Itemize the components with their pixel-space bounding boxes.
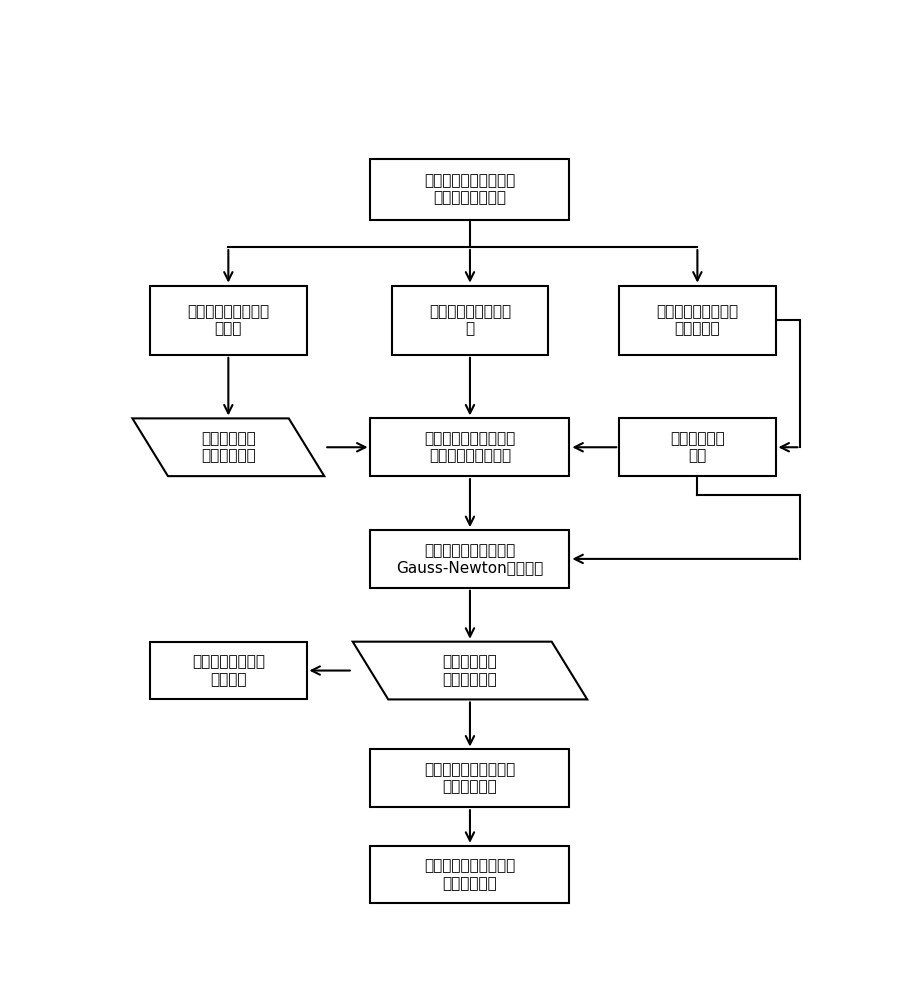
FancyBboxPatch shape — [370, 749, 569, 807]
Text: 利用激光跟踪仪测量机
身基准点位置坐标: 利用激光跟踪仪测量机 身基准点位置坐标 — [425, 173, 515, 206]
Text: 建立端面基准点匹配及
直线度匹配目标函数: 建立端面基准点匹配及 直线度匹配目标函数 — [425, 431, 515, 463]
FancyBboxPatch shape — [619, 418, 776, 476]
FancyBboxPatch shape — [370, 846, 569, 903]
Text: 调姿机身旋转
平移变换矩阵: 调姿机身旋转 平移变换矩阵 — [443, 654, 497, 687]
Polygon shape — [132, 418, 325, 476]
Polygon shape — [353, 642, 587, 699]
Text: 调姿系统运动控制实现
飞机机身对接: 调姿系统运动控制实现 飞机机身对接 — [425, 858, 515, 891]
Text: 调姿计算数学
模型: 调姿计算数学 模型 — [670, 431, 724, 463]
FancyBboxPatch shape — [150, 642, 306, 699]
FancyBboxPatch shape — [619, 286, 776, 355]
Text: 调姿机身旋转
平移变换矩阵: 调姿机身旋转 平移变换矩阵 — [201, 431, 256, 463]
Text: 固定机身段基准点位
置: 固定机身段基准点位 置 — [429, 304, 511, 336]
Text: 调姿机身段基准点初
始位置: 调姿机身段基准点初 始位置 — [187, 304, 270, 336]
Text: 调姿机身段定位器接
头初始位置: 调姿机身段定位器接 头初始位置 — [657, 304, 738, 336]
FancyBboxPatch shape — [370, 418, 569, 476]
Text: 调姿机身段基准点
目标位置: 调姿机身段基准点 目标位置 — [192, 654, 265, 687]
FancyBboxPatch shape — [370, 158, 569, 220]
FancyBboxPatch shape — [150, 286, 306, 355]
Text: 计算调姿机身段定位器
接头目标位置: 计算调姿机身段定位器 接头目标位置 — [425, 762, 515, 795]
FancyBboxPatch shape — [392, 286, 548, 355]
Text: 机身对接调姿计算模型
Gauss-Newton迭代算法: 机身对接调姿计算模型 Gauss-Newton迭代算法 — [396, 543, 544, 575]
FancyBboxPatch shape — [370, 530, 569, 588]
